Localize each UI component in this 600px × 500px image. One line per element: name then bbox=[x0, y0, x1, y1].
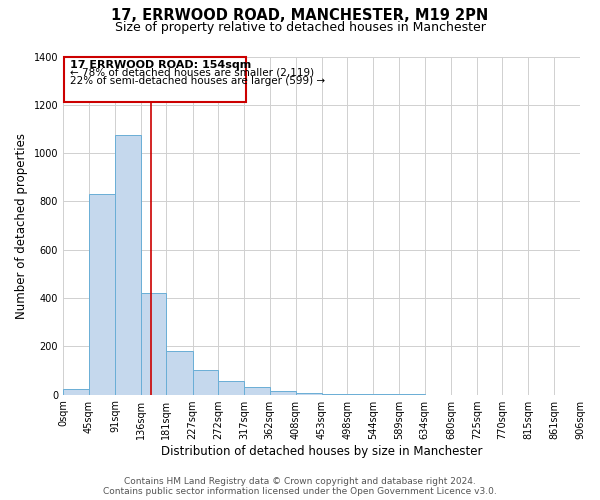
Bar bbox=[244, 386, 269, 394]
Text: Contains HM Land Registry data © Crown copyright and database right 2024.
Contai: Contains HM Land Registry data © Crown c… bbox=[103, 476, 497, 496]
Bar bbox=[89, 194, 115, 394]
Bar bbox=[218, 381, 244, 394]
Text: 22% of semi-detached houses are larger (599) →: 22% of semi-detached houses are larger (… bbox=[70, 76, 325, 86]
Y-axis label: Number of detached properties: Number of detached properties bbox=[15, 132, 28, 318]
Text: ← 78% of detached houses are smaller (2,119): ← 78% of detached houses are smaller (2,… bbox=[70, 68, 314, 78]
Bar bbox=[140, 293, 166, 394]
Text: 17 ERRWOOD ROAD: 154sqm: 17 ERRWOOD ROAD: 154sqm bbox=[70, 60, 251, 70]
Bar bbox=[63, 388, 89, 394]
X-axis label: Distribution of detached houses by size in Manchester: Distribution of detached houses by size … bbox=[161, 444, 482, 458]
FancyBboxPatch shape bbox=[64, 57, 245, 102]
Bar bbox=[296, 392, 322, 394]
Text: Size of property relative to detached houses in Manchester: Size of property relative to detached ho… bbox=[115, 21, 485, 34]
Bar bbox=[166, 351, 193, 395]
Bar bbox=[193, 370, 218, 394]
Text: 17, ERRWOOD ROAD, MANCHESTER, M19 2PN: 17, ERRWOOD ROAD, MANCHESTER, M19 2PN bbox=[112, 8, 488, 22]
Bar bbox=[115, 135, 140, 394]
Bar bbox=[269, 391, 296, 394]
